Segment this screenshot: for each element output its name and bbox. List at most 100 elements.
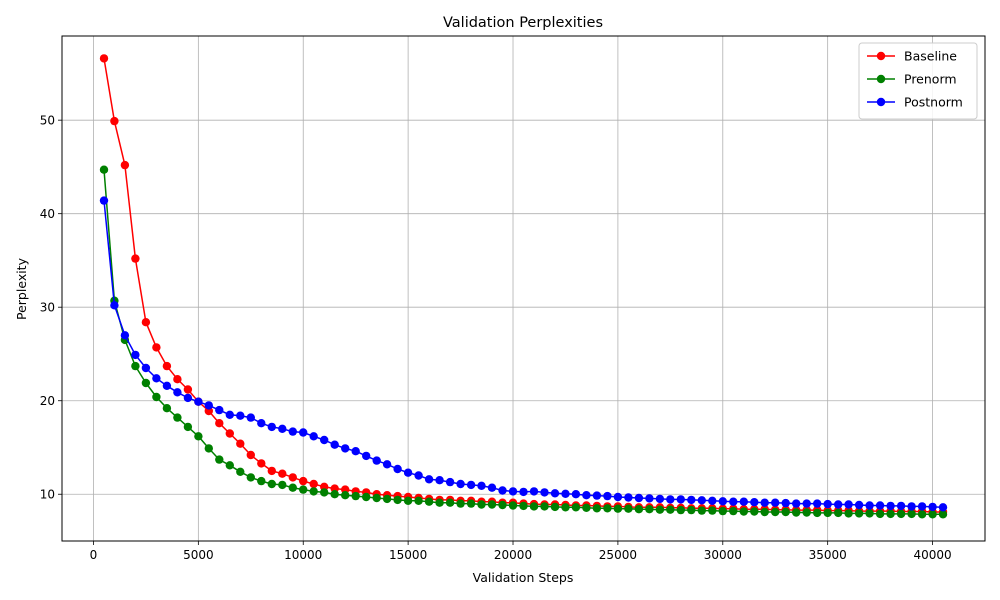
series-baseline	[99, 54, 948, 517]
x-tick-label: 0	[90, 548, 98, 562]
data-point-prenorm	[907, 509, 916, 519]
legend-label: Postnorm	[904, 95, 963, 110]
data-point-postnorm	[362, 451, 371, 461]
data-point-prenorm	[561, 503, 570, 512]
data-point-postnorm	[729, 497, 738, 506]
data-point-postnorm	[414, 471, 423, 480]
axis-ticks: 0 5000 10000 15000 20000 25000 30000 35000 40000…	[40, 114, 952, 562]
data-point-postnorm	[708, 496, 717, 505]
data-point-postnorm	[529, 487, 539, 496]
data-point-postnorm	[320, 435, 329, 445]
data-point-baseline	[120, 160, 130, 170]
x-tick-label: 15000	[389, 548, 427, 562]
data-point-baseline	[288, 473, 297, 482]
data-point-prenorm	[372, 493, 381, 503]
data-point-postnorm	[571, 490, 581, 499]
data-point-baseline	[215, 419, 224, 428]
data-point-postnorm	[99, 196, 109, 205]
data-point-prenorm	[603, 504, 612, 513]
data-point-postnorm	[466, 480, 476, 490]
data-point-baseline	[131, 254, 140, 263]
data-point-prenorm	[403, 496, 413, 505]
data-point-prenorm	[141, 378, 151, 388]
data-point-prenorm	[760, 507, 769, 517]
data-point-prenorm	[854, 509, 864, 518]
data-point-postnorm	[624, 493, 633, 502]
data-point-prenorm	[183, 422, 193, 432]
data-point-postnorm	[865, 501, 874, 510]
plot-frame	[61, 35, 986, 542]
data-point-prenorm	[739, 507, 748, 516]
data-point-postnorm	[540, 488, 549, 497]
data-point-prenorm	[540, 502, 549, 511]
data-point-postnorm	[382, 460, 392, 469]
data-point-baseline	[246, 450, 255, 460]
data-point-baseline	[225, 429, 234, 438]
data-point-postnorm	[760, 498, 769, 507]
data-point-prenorm	[278, 480, 287, 490]
data-point-postnorm	[645, 494, 654, 503]
legend-box	[858, 42, 978, 120]
data-point-postnorm	[781, 498, 790, 508]
data-point-postnorm	[697, 496, 706, 505]
data-point-prenorm	[750, 507, 759, 516]
data-point-prenorm	[299, 485, 308, 494]
data-point-postnorm	[477, 481, 486, 490]
series-prenorm	[99, 165, 948, 519]
data-point-postnorm	[110, 301, 119, 310]
data-point-prenorm	[341, 491, 350, 500]
data-point-prenorm	[792, 508, 801, 517]
data-point-postnorm	[613, 492, 623, 502]
x-tick-label: 40000	[913, 548, 951, 562]
x-tick-label: 5000	[183, 548, 214, 562]
data-point-prenorm	[529, 502, 539, 511]
data-point-postnorm	[173, 388, 182, 397]
data-point-postnorm	[676, 495, 685, 504]
data-point-prenorm	[582, 503, 591, 512]
data-point-postnorm	[372, 456, 381, 465]
data-point-postnorm	[834, 500, 843, 509]
data-point-prenorm	[613, 504, 623, 513]
data-point-prenorm	[99, 165, 109, 174]
data-point-prenorm	[519, 501, 528, 511]
data-point-postnorm	[771, 498, 780, 507]
data-point-prenorm	[204, 444, 213, 453]
data-point-postnorm	[666, 495, 675, 504]
x-axis-label: Validation Steps	[473, 570, 574, 585]
data-point-prenorm	[162, 404, 172, 413]
data-point-postnorm	[194, 397, 203, 406]
data-point-prenorm	[445, 498, 455, 507]
data-point-prenorm	[550, 502, 560, 512]
data-point-postnorm	[519, 487, 528, 497]
data-point-postnorm	[792, 499, 801, 508]
data-point-prenorm	[917, 510, 927, 519]
chart-title: Validation Perplexities	[443, 15, 603, 31]
data-point-prenorm	[645, 505, 654, 514]
y-tick-label: 30	[40, 301, 55, 315]
data-point-prenorm	[634, 505, 644, 514]
data-point-prenorm	[309, 487, 318, 496]
series-lines	[99, 54, 948, 519]
data-point-postnorm	[236, 411, 245, 420]
data-point-prenorm	[938, 510, 948, 519]
data-point-prenorm	[414, 496, 423, 505]
data-point-postnorm	[823, 499, 832, 509]
data-point-postnorm	[917, 502, 927, 511]
data-point-prenorm	[351, 491, 360, 501]
legend-swatch-marker	[876, 51, 886, 61]
data-point-postnorm	[341, 444, 350, 453]
data-point-prenorm	[896, 509, 906, 519]
legend-item-baseline: Baseline	[867, 49, 957, 64]
y-tick-label: 40	[40, 207, 55, 221]
data-point-prenorm	[456, 499, 465, 508]
data-point-postnorm	[508, 487, 518, 496]
legend-item-postnorm: Postnorm	[867, 95, 963, 110]
data-point-prenorm	[246, 473, 255, 482]
x-tick-label: 30000	[704, 548, 742, 562]
data-point-postnorm	[257, 419, 266, 428]
data-point-prenorm	[215, 455, 224, 464]
data-point-prenorm	[225, 461, 234, 470]
data-point-postnorm	[393, 464, 402, 474]
legend-swatch-marker	[876, 74, 886, 84]
